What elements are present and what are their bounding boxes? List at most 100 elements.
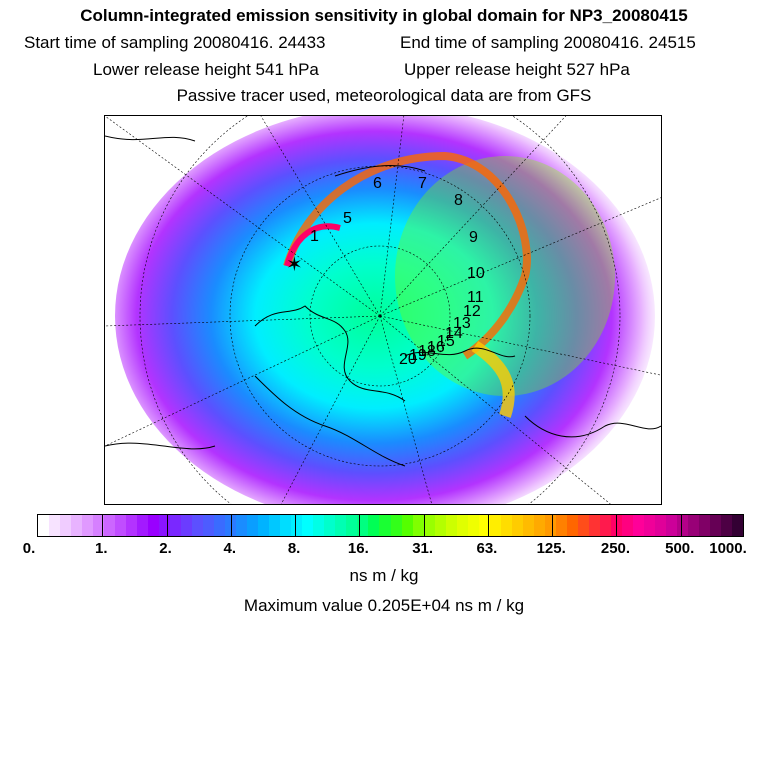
colorbar-segment bbox=[115, 515, 127, 536]
colorbar-segment bbox=[93, 515, 105, 536]
colorbar-label: 8. bbox=[287, 540, 301, 557]
colorbar-segment bbox=[49, 515, 61, 536]
colorbar-tick bbox=[230, 515, 232, 536]
colorbar-segment bbox=[577, 515, 589, 536]
colorbar-segment bbox=[731, 515, 743, 536]
colorbar-segment bbox=[654, 515, 666, 536]
colorbar-tick bbox=[487, 515, 489, 536]
trajectory-label: 20 bbox=[399, 351, 417, 368]
colorbar-segment bbox=[82, 515, 94, 536]
colorbar-segment bbox=[214, 515, 226, 536]
colorbar-segment bbox=[203, 515, 215, 536]
colorbar-segment bbox=[709, 515, 721, 536]
colorbar-segment bbox=[720, 515, 732, 536]
colorbar-segment bbox=[60, 515, 72, 536]
colorbar-label: 250. bbox=[600, 540, 631, 557]
map-field-svg: ✶ 1 5 6 7 8 9 10 11 12 13 14 15 16 18 19… bbox=[105, 116, 661, 504]
colorbar-tick bbox=[166, 515, 168, 536]
colorbar-segment bbox=[225, 515, 237, 536]
colorbar-segment bbox=[390, 515, 402, 536]
colorbar-tick bbox=[102, 515, 104, 536]
colorbar-segment bbox=[687, 515, 699, 536]
colorbar-segment bbox=[665, 515, 677, 536]
colorbar-tick bbox=[359, 515, 361, 536]
colorbar-segment bbox=[533, 515, 545, 536]
colorbar-label: 1000. bbox=[709, 540, 747, 557]
colorbar-segment bbox=[302, 515, 314, 536]
colorbar-segment bbox=[236, 515, 248, 536]
end-time-label: End time of sampling 20080416. 24515 bbox=[400, 33, 696, 52]
graticule bbox=[105, 116, 661, 504]
colorbar-label: 16. bbox=[347, 540, 369, 557]
colorbar-segment bbox=[368, 515, 380, 536]
colorbar-segment bbox=[423, 515, 435, 536]
colorbar-unit: ns m / kg bbox=[349, 566, 419, 585]
colorbar-segment bbox=[412, 515, 424, 536]
lower-height-label: Lower release height 541 hPa bbox=[93, 60, 319, 79]
colorbar-segment bbox=[280, 515, 292, 536]
colorbar-segment bbox=[478, 515, 490, 536]
colorbar-segment bbox=[379, 515, 391, 536]
start-time-label: Start time of sampling 20080416. 24433 bbox=[24, 33, 326, 52]
colorbar-label: 1. bbox=[95, 540, 108, 557]
maximum-value-label: Maximum value 0.205E+04 ns m / kg bbox=[243, 596, 525, 615]
colorbar-label: 125. bbox=[536, 540, 566, 557]
colorbar-segment bbox=[643, 515, 655, 536]
colorbar-tick bbox=[295, 515, 297, 536]
colorbar-segment bbox=[346, 515, 358, 536]
colorbar-segment bbox=[445, 515, 457, 536]
trajectory-label: 1 bbox=[310, 228, 319, 245]
colorbar-segment bbox=[522, 515, 534, 536]
colorbar-segment bbox=[357, 515, 369, 536]
colorbar-segment bbox=[401, 515, 413, 536]
colorbar-segment bbox=[566, 515, 578, 536]
colorbar-segment bbox=[335, 515, 347, 536]
colorbar-segment bbox=[269, 515, 281, 536]
tracer-note: Passive tracer used, meteorological data… bbox=[176, 86, 592, 105]
colorbar-label: 31. bbox=[412, 540, 434, 557]
colorbar-segment bbox=[632, 515, 644, 536]
trajectory-label: 5 bbox=[343, 210, 352, 227]
colorbar-segment bbox=[467, 515, 479, 536]
emission-sensitivity-map: ✶ 1 5 6 7 8 9 10 11 12 13 14 15 16 18 19… bbox=[104, 115, 662, 505]
colorbar bbox=[37, 514, 744, 537]
colorbar-segment bbox=[104, 515, 116, 536]
upper-height-label: Upper release height 527 hPa bbox=[404, 60, 630, 79]
trajectory-label: 9 bbox=[469, 229, 478, 246]
colorbar-segment bbox=[181, 515, 193, 536]
colorbar-segment bbox=[170, 515, 182, 536]
colorbar-label: 4. bbox=[223, 540, 237, 557]
colorbar-segment bbox=[555, 515, 567, 536]
colorbar-segment bbox=[126, 515, 138, 536]
release-site-marker: ✶ bbox=[286, 254, 303, 276]
trajectory-label: 14 bbox=[445, 325, 463, 342]
colorbar-segment bbox=[544, 515, 556, 536]
trajectory-label: 10 bbox=[467, 265, 485, 282]
colorbar-segment bbox=[192, 515, 204, 536]
trajectory-label: 6 bbox=[373, 175, 382, 192]
colorbar-segment bbox=[621, 515, 633, 536]
colorbar-segment bbox=[159, 515, 171, 536]
trajectory-plume bbox=[283, 151, 531, 360]
colorbar-segment bbox=[291, 515, 303, 536]
colorbar-segment bbox=[71, 515, 83, 536]
colorbar-tick bbox=[423, 515, 425, 536]
colorbar-segment bbox=[511, 515, 523, 536]
colorbar-segment bbox=[676, 515, 688, 536]
colorbar-segment bbox=[137, 515, 149, 536]
colorbar-segment bbox=[500, 515, 512, 536]
trajectory-label: 19 bbox=[409, 347, 427, 364]
trajectory-plume-south bbox=[471, 341, 515, 418]
trajectory-label: 18 bbox=[418, 343, 436, 360]
colorbar-segment bbox=[258, 515, 270, 536]
colorbar-segment bbox=[38, 515, 50, 536]
trajectory-label: 12 bbox=[463, 303, 481, 320]
trajectory-label: 7 bbox=[418, 175, 427, 192]
colorbar-segment bbox=[599, 515, 611, 536]
coastlines bbox=[105, 135, 661, 467]
colorbar-segment bbox=[610, 515, 622, 536]
colorbar-segment bbox=[148, 515, 160, 536]
colorbar-segment bbox=[324, 515, 336, 536]
trajectory-label: 8 bbox=[454, 192, 463, 209]
trajectory-labels: 1 5 6 7 8 9 10 11 12 13 14 15 16 18 19 2… bbox=[310, 175, 485, 368]
